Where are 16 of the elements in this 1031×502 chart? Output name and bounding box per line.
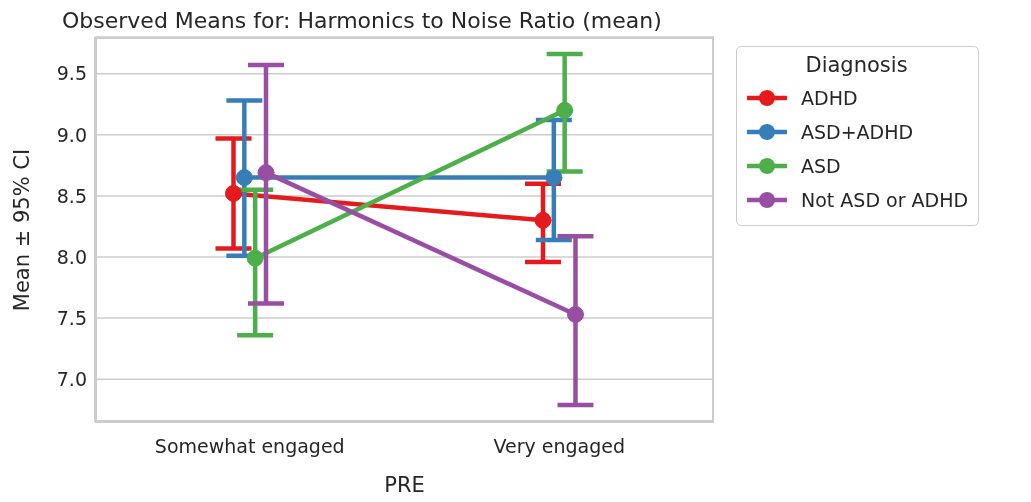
chart-title: Observed Means for: Harmonics to Noise Ratio (mean) [62, 8, 662, 33]
y-tick-label: 8.0 [56, 245, 87, 268]
y-tick-label: 9.0 [56, 123, 87, 146]
y-tick-label: 8.5 [56, 184, 87, 207]
y-axis-title: Mean ± 95% CI [10, 148, 34, 311]
legend-title: Diagnosis [804, 53, 909, 77]
x-tick-label: Somewhat engaged [154, 435, 345, 458]
x-tick-label: Very engaged [493, 435, 626, 458]
x-axis-title: PRE [384, 473, 425, 497]
y-tick-label: 7.0 [56, 367, 87, 390]
y-tick-label: 9.5 [56, 62, 87, 85]
legend-label: ASD [801, 155, 841, 177]
y-tick-label: 7.5 [56, 306, 87, 329]
legend-label: ASD+ADHD [801, 121, 914, 143]
legend-label: ADHD [801, 87, 858, 109]
legend-label: Not ASD or ADHD [801, 189, 969, 211]
